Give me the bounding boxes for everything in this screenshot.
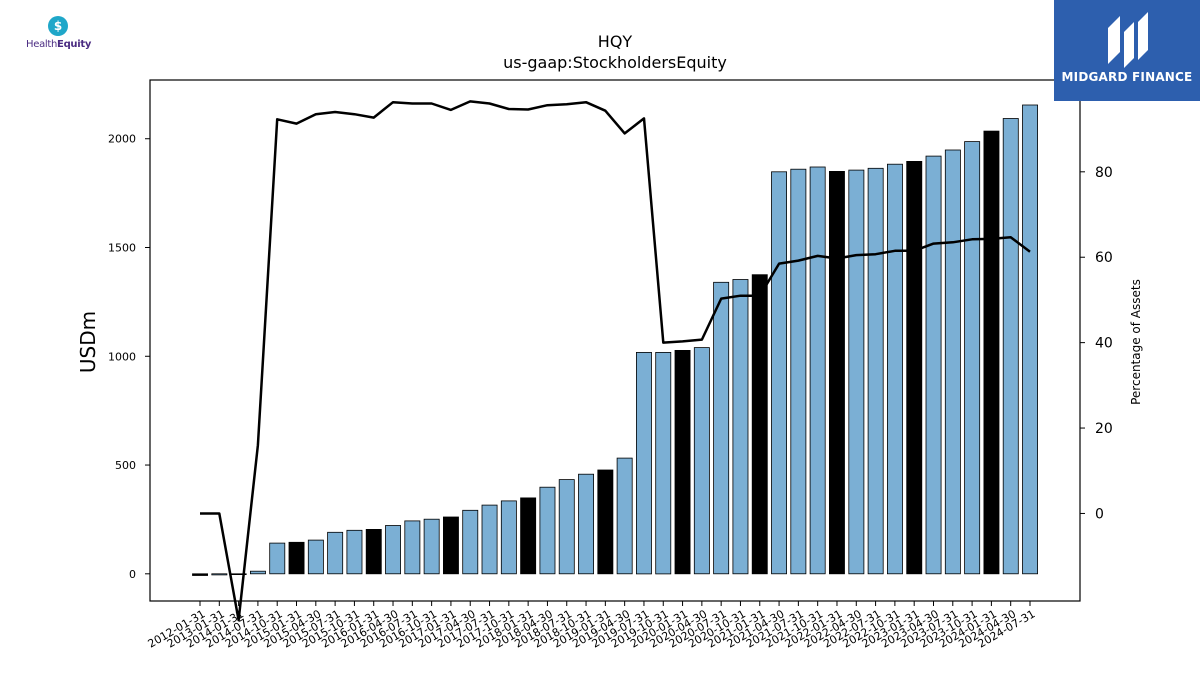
y-tick-label: 0 — [129, 568, 136, 581]
y2-tick-label: 20 — [1095, 421, 1113, 437]
y-axis-label: USDm — [76, 311, 100, 373]
y-tick-label: 2000 — [108, 133, 136, 146]
x-axis: 2012-01-312013-01-312014-01-312014-07-31… — [146, 601, 1038, 651]
bar-2021-01-31 — [751, 274, 768, 575]
bar-2020-10-31 — [732, 279, 749, 575]
healthequity-logo-text: HealthEquity — [26, 39, 92, 50]
bar-2022-07-31 — [867, 167, 884, 575]
y-tick-label: 1500 — [108, 242, 136, 255]
bars-layer — [192, 104, 1039, 576]
percentage-line — [200, 100, 1031, 622]
bar-2016-07-31 — [404, 520, 421, 575]
healthequity-logo-icon: $ — [48, 16, 68, 36]
bar-2015-10-31 — [346, 529, 363, 575]
y-axis-right: 0 20 40 60 80 — [1080, 165, 1113, 522]
bar-2016-01-31 — [365, 529, 382, 575]
y-tick-label: 500 — [115, 459, 136, 472]
y-axis-left: 0 500 1000 1500 2000 — [108, 133, 150, 581]
y2-tick-label: 80 — [1095, 165, 1113, 181]
y2-tick-label: 0 — [1095, 506, 1104, 522]
bar-2015-01-31 — [288, 541, 305, 575]
bar-2019-01-31 — [597, 469, 614, 575]
y2-axis-label: Percentage of Assets — [1129, 279, 1143, 405]
bar-2019-04-30 — [616, 457, 633, 575]
midgard-finance-logo: MIDGARD FINANCE — [1054, 0, 1200, 101]
bar-2023-07-31 — [944, 149, 961, 575]
midgard-logo-icon — [1108, 12, 1148, 68]
bar-2017-04-30 — [462, 509, 479, 575]
chart-subtitle: us-gaap:StockholdersEquity — [503, 53, 727, 72]
midgard-logo-text: MIDGARD FINANCE — [1061, 70, 1193, 84]
bar-2023-10-31 — [964, 141, 981, 575]
bar-2022-04-30 — [848, 169, 865, 575]
bar-2016-04-30 — [385, 525, 402, 575]
bar-2015-07-31 — [327, 531, 344, 575]
bar-2023-01-31 — [906, 160, 923, 575]
bar-2018-10-31 — [578, 473, 595, 575]
bar-2013-01-31 — [211, 573, 228, 576]
bar-2018-04-30 — [539, 486, 556, 575]
bar-2017-07-31 — [481, 504, 498, 575]
bar-2022-10-31 — [887, 163, 903, 575]
bar-2020-07-31 — [713, 281, 730, 575]
chart-title: HQY — [598, 32, 633, 51]
bar-2021-10-31 — [809, 166, 826, 575]
bar-2024-01-31 — [983, 130, 1000, 575]
bar-2015-04-30 — [307, 539, 324, 575]
healthequity-logo: $ HealthEquity — [22, 14, 102, 54]
bar-2019-10-31 — [655, 351, 672, 575]
bar-2014-10-31 — [269, 542, 286, 575]
bar-2020-04-30 — [693, 347, 710, 575]
bar-2018-01-31 — [520, 497, 537, 575]
y2-tick-label: 60 — [1095, 250, 1113, 266]
y2-tick-label: 40 — [1095, 336, 1113, 352]
bar-2021-07-31 — [790, 168, 807, 575]
bar-2023-04-30 — [925, 155, 942, 575]
bar-2021-04-30 — [771, 171, 788, 575]
bar-2016-10-31 — [423, 518, 440, 575]
bar-2017-10-31 — [500, 500, 517, 575]
bar-2024-07-31 — [1022, 104, 1039, 575]
plot-frame — [149, 79, 1081, 602]
bar-2022-01-31 — [829, 170, 845, 575]
bar-2012-01-31 — [192, 573, 209, 576]
y-tick-label: 1000 — [108, 350, 136, 363]
bar-2014-07-31 — [249, 570, 266, 575]
bar-2018-07-31 — [558, 479, 575, 575]
bar-2017-01-31 — [442, 516, 459, 575]
bar-2019-07-31 — [636, 351, 652, 575]
bar-2020-01-31 — [674, 349, 691, 575]
bar-2024-04-30 — [1002, 118, 1019, 575]
